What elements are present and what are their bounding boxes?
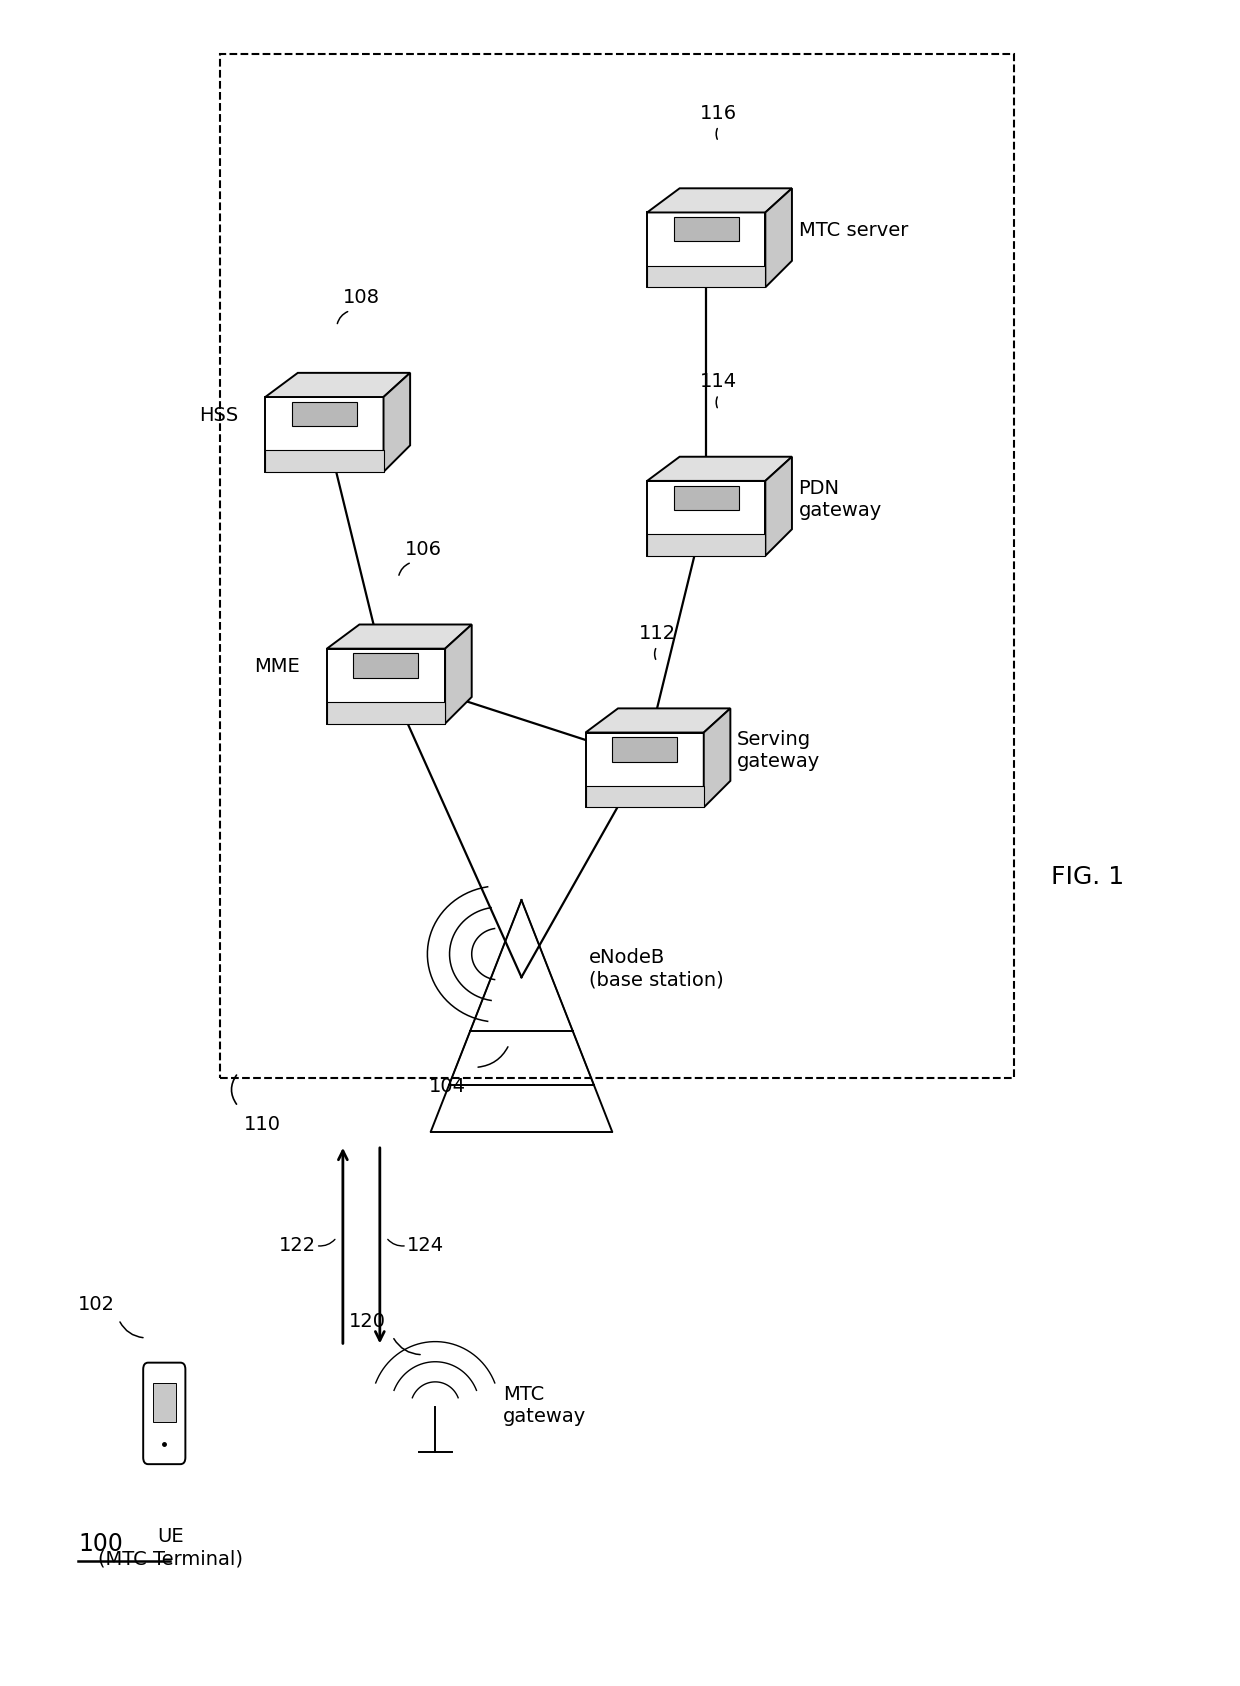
FancyBboxPatch shape <box>143 1362 185 1463</box>
Text: eNodeB
(base station): eNodeB (base station) <box>589 948 724 990</box>
Polygon shape <box>327 701 445 723</box>
Polygon shape <box>327 649 445 723</box>
Polygon shape <box>647 212 765 287</box>
Text: 116: 116 <box>699 105 737 123</box>
Text: UE
(MTC Terminal): UE (MTC Terminal) <box>98 1528 243 1568</box>
Polygon shape <box>265 450 383 472</box>
Text: MME: MME <box>254 658 300 676</box>
Polygon shape <box>647 481 765 556</box>
Polygon shape <box>765 457 792 556</box>
Text: 110: 110 <box>244 1114 281 1133</box>
Text: FIG. 1: FIG. 1 <box>1052 865 1125 889</box>
Bar <box>153 1383 176 1423</box>
Text: 100: 100 <box>78 1533 123 1556</box>
Text: PDN
gateway: PDN gateway <box>799 479 882 519</box>
Text: 120: 120 <box>348 1312 386 1330</box>
Polygon shape <box>613 737 677 762</box>
Polygon shape <box>647 266 765 287</box>
Polygon shape <box>383 373 410 472</box>
Text: 104: 104 <box>429 1077 466 1096</box>
Text: MTC
gateway: MTC gateway <box>503 1384 587 1426</box>
Polygon shape <box>265 373 410 396</box>
Polygon shape <box>291 401 357 427</box>
Polygon shape <box>673 486 739 509</box>
Text: 106: 106 <box>404 540 441 558</box>
Text: 122: 122 <box>279 1236 316 1254</box>
Polygon shape <box>673 217 739 241</box>
Text: 108: 108 <box>342 288 379 307</box>
Polygon shape <box>265 396 383 472</box>
Polygon shape <box>585 786 704 808</box>
Polygon shape <box>704 708 730 808</box>
Text: 102: 102 <box>78 1295 115 1313</box>
Polygon shape <box>353 654 418 678</box>
Polygon shape <box>647 189 792 212</box>
Polygon shape <box>445 624 471 723</box>
Text: 124: 124 <box>407 1236 444 1254</box>
Text: MTC server: MTC server <box>799 221 908 239</box>
Polygon shape <box>585 708 730 732</box>
Text: Serving
gateway: Serving gateway <box>737 730 820 771</box>
Polygon shape <box>765 189 792 287</box>
Polygon shape <box>585 732 704 808</box>
Text: 112: 112 <box>639 624 676 642</box>
Polygon shape <box>647 457 792 481</box>
Polygon shape <box>327 624 471 649</box>
Bar <box>219 54 1014 1077</box>
Polygon shape <box>647 534 765 556</box>
Text: HSS: HSS <box>198 406 238 425</box>
Text: 114: 114 <box>699 373 737 391</box>
